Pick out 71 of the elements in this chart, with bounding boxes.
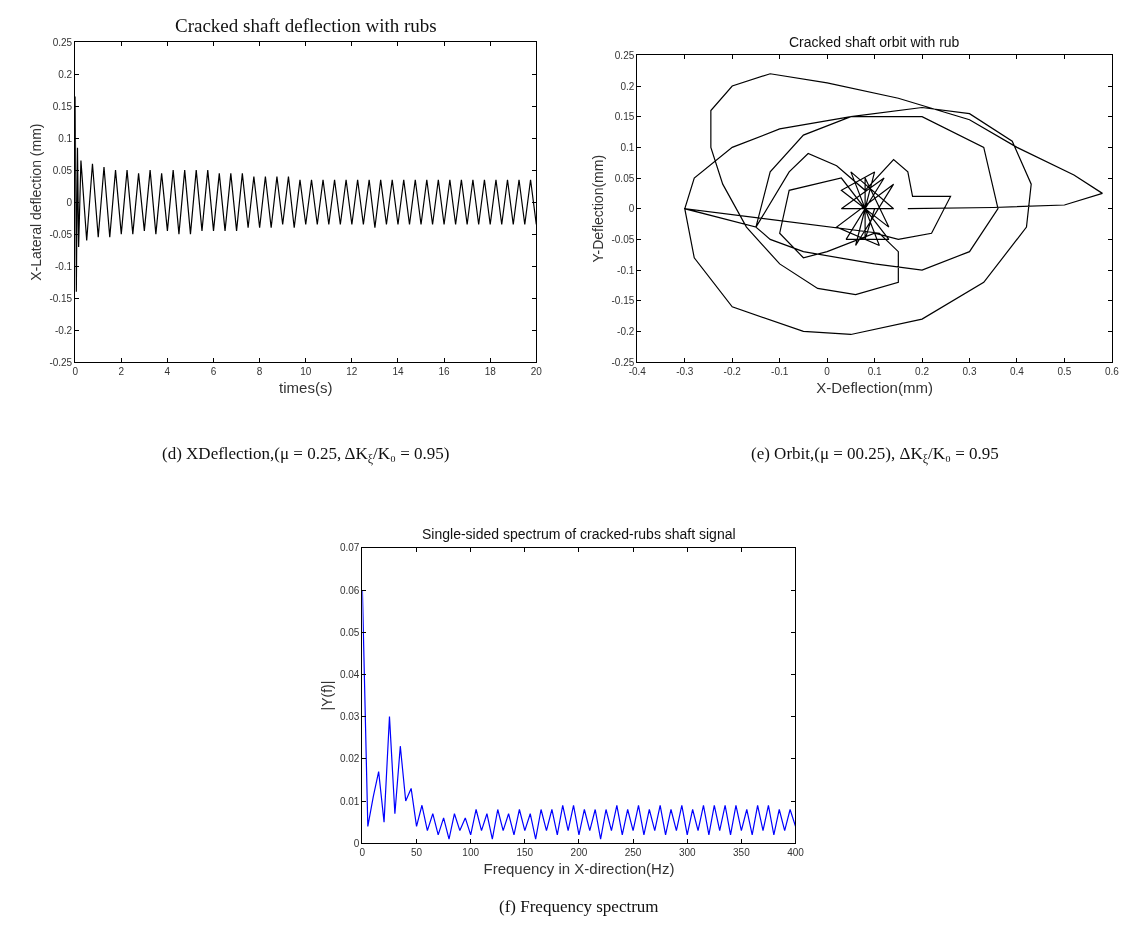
y-tick-label: -0.25 bbox=[49, 356, 73, 368]
y-tick-label: 0.1 bbox=[620, 141, 635, 153]
x-tick-label: 6 bbox=[210, 366, 217, 378]
y-tick-label: 0.25 bbox=[52, 36, 73, 48]
x-tick-label: -0.2 bbox=[723, 366, 742, 378]
x-tick-label: 10 bbox=[300, 366, 312, 378]
y-axis-title: X-Lateral deflection (mm) bbox=[27, 123, 44, 281]
x-tick-label: 0 bbox=[824, 366, 831, 378]
x-tick-label: 250 bbox=[624, 847, 642, 859]
y-tick-label: 0.15 bbox=[52, 100, 73, 112]
y-tick-label: -0.05 bbox=[49, 228, 73, 240]
x-tick-label: -0.3 bbox=[676, 366, 694, 378]
y-tick-label: -0.2 bbox=[617, 325, 635, 337]
y-tick-label: 0.05 bbox=[614, 172, 635, 184]
chart-title: Cracked shaft orbit with rub bbox=[789, 34, 960, 50]
x-axis-title: X-Deflection(mm) bbox=[816, 379, 933, 397]
y-tick-label: 0.05 bbox=[339, 626, 360, 638]
x-tick-label: 0.3 bbox=[962, 366, 977, 378]
x-tick-label: 18 bbox=[484, 366, 497, 378]
x-tick-label: 4 bbox=[164, 366, 171, 378]
y-tick-label: 0.04 bbox=[339, 668, 360, 680]
y-tick-label: 0 bbox=[353, 837, 360, 849]
y-tick-label: 0.03 bbox=[339, 711, 360, 723]
y-tick-label: 0.01 bbox=[339, 795, 360, 807]
x-tick-label: 20 bbox=[530, 366, 543, 378]
y-tick-label: 0.2 bbox=[58, 68, 73, 80]
text: (e) Orbit,(μ = 00.25), ΔK$_{ξ}$/K₀ = 0.95 bbox=[751, 444, 999, 466]
y-tick-label: 0.15 bbox=[614, 111, 635, 123]
chart-title: Single-sided spectrum of cracked-rubs shaft signal bbox=[422, 526, 736, 542]
x-tick-label: 400 bbox=[787, 847, 805, 859]
x-tick-label: 100 bbox=[462, 847, 480, 859]
x-tick-label: 2 bbox=[118, 366, 125, 378]
y-tick-label: 0.06 bbox=[339, 584, 360, 596]
y-tick-label: -0.1 bbox=[617, 264, 635, 276]
x-tick-label: 8 bbox=[256, 366, 263, 378]
x-tick-label: -0.4 bbox=[628, 366, 647, 378]
y-tick-label: 0.1 bbox=[58, 132, 73, 144]
x-tick-label: 0.5 bbox=[1057, 366, 1072, 378]
y-axis-title: Y-Deflection(mm) bbox=[590, 154, 607, 263]
y-tick-label: 0 bbox=[628, 203, 635, 215]
y-tick-label: -0.15 bbox=[49, 292, 73, 304]
y-axis-title: |Y(f)| bbox=[318, 680, 335, 711]
y-tick-label: 0.02 bbox=[339, 753, 360, 765]
y-tick-label: 0 bbox=[66, 196, 73, 208]
y-tick-label: -0.15 bbox=[611, 295, 635, 307]
text: (f) Frequency spectrum bbox=[499, 897, 659, 916]
x-tick-label: -0.1 bbox=[771, 366, 789, 378]
x-tick-label: 0.2 bbox=[915, 366, 930, 378]
chart-title: Cracked shaft deflection with rubs bbox=[175, 15, 437, 36]
y-tick-label: -0.2 bbox=[54, 324, 73, 336]
x-tick-label: 350 bbox=[733, 847, 751, 859]
text: (d) XDeflection,(μ = 0.25, ΔK$_{ξ}$/K₀ = 0.95) bbox=[162, 444, 450, 466]
y-tick-label: -0.25 bbox=[611, 356, 635, 368]
y-tick-label: 0.05 bbox=[52, 164, 73, 176]
y-tick-label: 0.25 bbox=[614, 49, 635, 61]
x-tick-label: 0.6 bbox=[1104, 366, 1120, 378]
y-tick-label: -0.05 bbox=[611, 233, 635, 245]
x-axis-title: Frequency in X-direction(Hz) bbox=[483, 860, 675, 878]
x-tick-label: 14 bbox=[392, 366, 404, 378]
x-tick-label: 150 bbox=[516, 847, 534, 859]
x-tick-label: 300 bbox=[678, 847, 697, 859]
x-tick-label: 200 bbox=[570, 847, 588, 859]
x-tick-label: 16 bbox=[438, 366, 451, 378]
y-tick-label: 0.2 bbox=[620, 80, 635, 92]
x-tick-label: 50 bbox=[410, 847, 423, 859]
y-tick-label: 0.07 bbox=[339, 542, 360, 554]
x-tick-label: 0.1 bbox=[867, 366, 882, 378]
x-tick-label: 12 bbox=[346, 366, 358, 378]
x-tick-label: 0.4 bbox=[1010, 366, 1025, 378]
x-axis-title: times(s) bbox=[279, 379, 333, 397]
y-tick-label: -0.1 bbox=[54, 260, 73, 272]
